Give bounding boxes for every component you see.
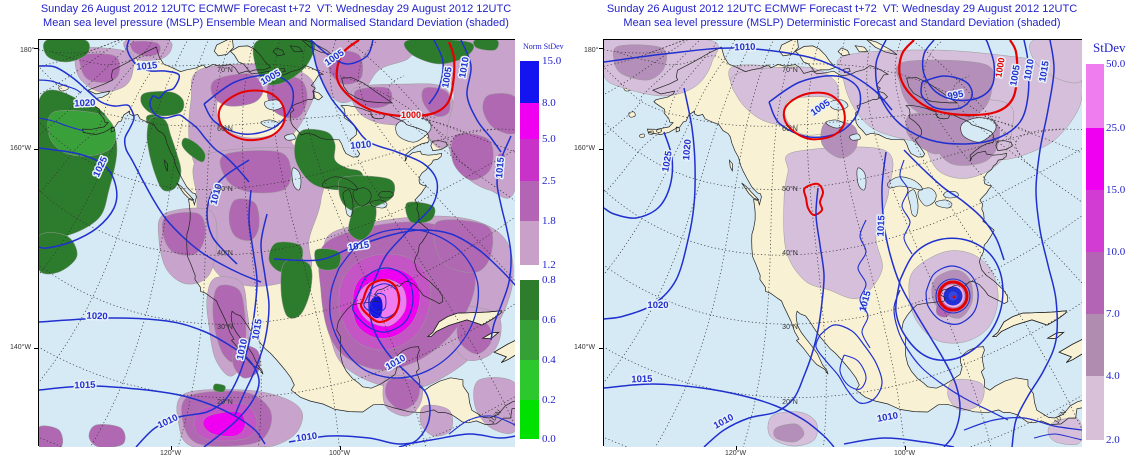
svg-text:1010: 1010 — [876, 410, 899, 425]
svg-text:70°N: 70°N — [782, 66, 798, 74]
svg-text:1005: 1005 — [1008, 64, 1023, 87]
svg-text:1000: 1000 — [401, 110, 421, 120]
svg-text:60°N: 60°N — [217, 125, 233, 133]
svg-text:1020: 1020 — [86, 311, 108, 323]
svg-text:1015: 1015 — [1037, 60, 1052, 83]
svg-text:30°N: 30°N — [782, 323, 798, 331]
svg-text:50°N: 50°N — [217, 185, 233, 193]
svg-text:1010: 1010 — [734, 42, 756, 54]
svg-text:20°N: 20°N — [217, 398, 233, 406]
svg-text:30°N: 30°N — [217, 323, 233, 331]
svg-text:50°N: 50°N — [782, 185, 798, 193]
svg-text:1010: 1010 — [457, 56, 472, 79]
svg-text:1020: 1020 — [681, 139, 694, 161]
svg-text:1015: 1015 — [250, 318, 265, 341]
svg-text:1015: 1015 — [875, 214, 887, 236]
svg-text:1015: 1015 — [136, 60, 159, 73]
svg-text:1020: 1020 — [74, 97, 96, 109]
svg-text:40°N: 40°N — [782, 249, 798, 257]
svg-text:1010: 1010 — [1022, 58, 1037, 81]
svg-text:1010: 1010 — [295, 431, 317, 445]
svg-text:1025: 1025 — [660, 150, 675, 173]
svg-text:70°N: 70°N — [217, 66, 233, 74]
svg-text:20°N: 20°N — [782, 398, 798, 406]
svg-text:1020: 1020 — [647, 300, 668, 311]
svg-text:1015: 1015 — [631, 374, 653, 386]
svg-text:60°N: 60°N — [782, 125, 798, 133]
svg-text:1010: 1010 — [350, 139, 372, 152]
svg-text:1015: 1015 — [74, 380, 96, 392]
svg-text:40°N: 40°N — [217, 249, 233, 257]
svg-text:1005: 1005 — [440, 66, 455, 89]
svg-text:1015: 1015 — [494, 156, 507, 179]
